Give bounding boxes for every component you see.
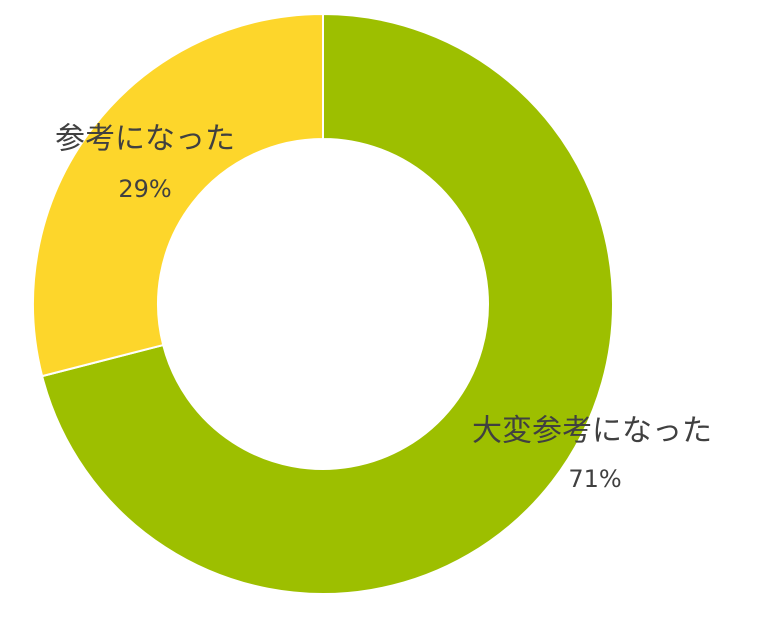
value-label: 71% [568,465,621,493]
donut-slice [32,12,324,378]
category-label: 参考になった [55,122,235,157]
value-label: 29% [118,175,171,203]
category-label: 大変参考になった [472,414,712,449]
donut-slice [40,12,614,595]
